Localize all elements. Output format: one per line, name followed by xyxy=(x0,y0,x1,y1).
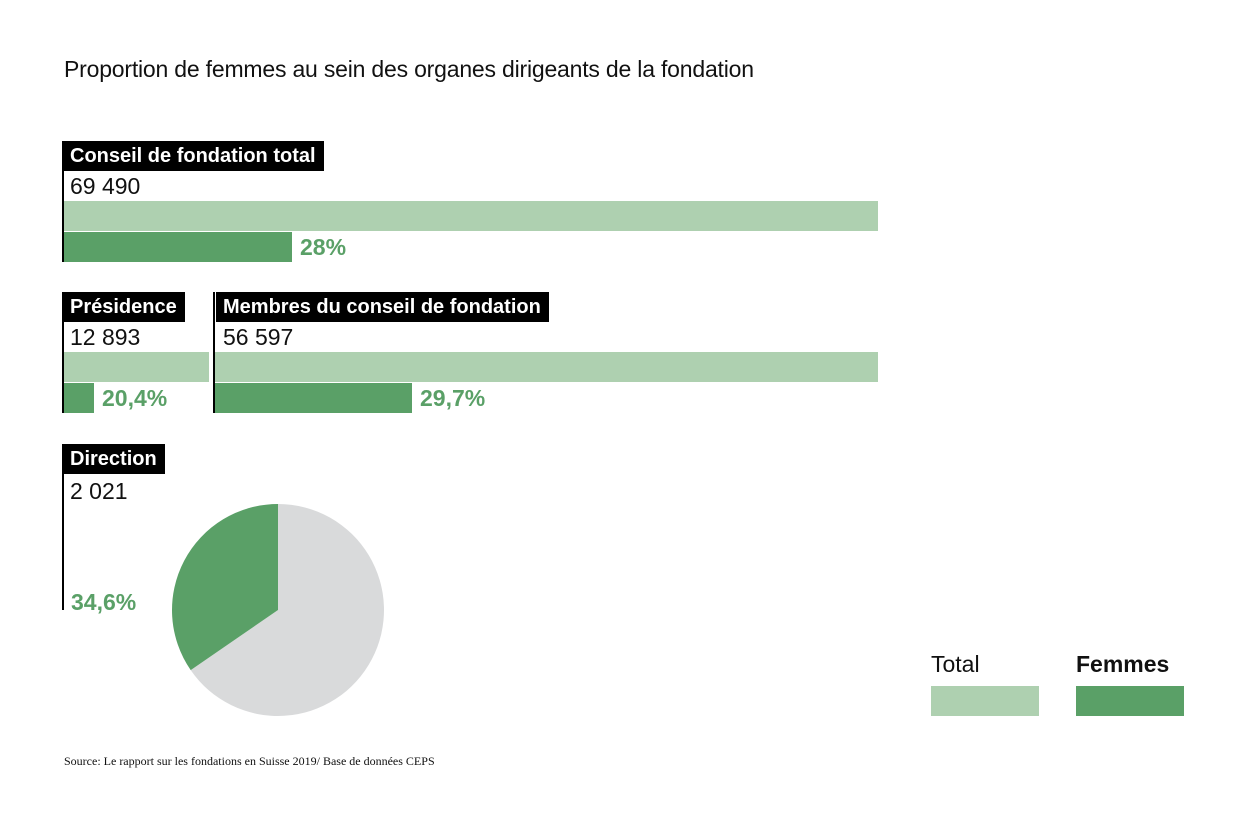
legend-label-femmes: Femmes xyxy=(1076,651,1170,677)
axis-line-presidence xyxy=(62,292,64,413)
label-conseil-total: Conseil de fondation total xyxy=(63,141,324,171)
bar-women-membres-conseil xyxy=(215,383,412,413)
bar-women-conseil-total xyxy=(64,232,292,262)
bar-women-presidence xyxy=(64,383,94,413)
pie-slice-femmes xyxy=(172,504,278,671)
label-membres-conseil: Membres du conseil de fondation xyxy=(216,292,549,322)
legend-swatch-total xyxy=(931,686,1039,716)
total-value-direction: 2 021 xyxy=(70,478,128,504)
label-presidence: Présidence xyxy=(63,292,185,322)
legend-swatch-femmes xyxy=(1076,686,1184,716)
pct-membres-conseil: 29,7% xyxy=(420,385,486,411)
total-value-conseil-total: 69 490 xyxy=(70,173,141,199)
label-direction: Direction xyxy=(63,444,165,474)
axis-line-direction xyxy=(62,444,64,610)
axis-line-conseil-total xyxy=(62,141,64,262)
pct-presidence: 20,4% xyxy=(102,385,168,411)
pct-direction: 34,6% xyxy=(71,589,137,615)
bar-total-presidence xyxy=(64,352,209,382)
legend-label-total: Total xyxy=(931,651,980,677)
total-value-membres-conseil: 56 597 xyxy=(223,324,294,350)
bar-total-membres-conseil xyxy=(215,352,878,382)
chart-title: Proportion de femmes au sein des organes… xyxy=(64,56,754,82)
total-value-presidence: 12 893 xyxy=(70,324,141,350)
pct-conseil-total: 28% xyxy=(300,234,347,260)
source-note: Source: Le rapport sur les fondations en… xyxy=(64,754,435,768)
bar-total-conseil-total xyxy=(64,201,878,231)
axis-line-membres-conseil xyxy=(213,292,215,413)
pie-slice-rest xyxy=(190,504,385,716)
